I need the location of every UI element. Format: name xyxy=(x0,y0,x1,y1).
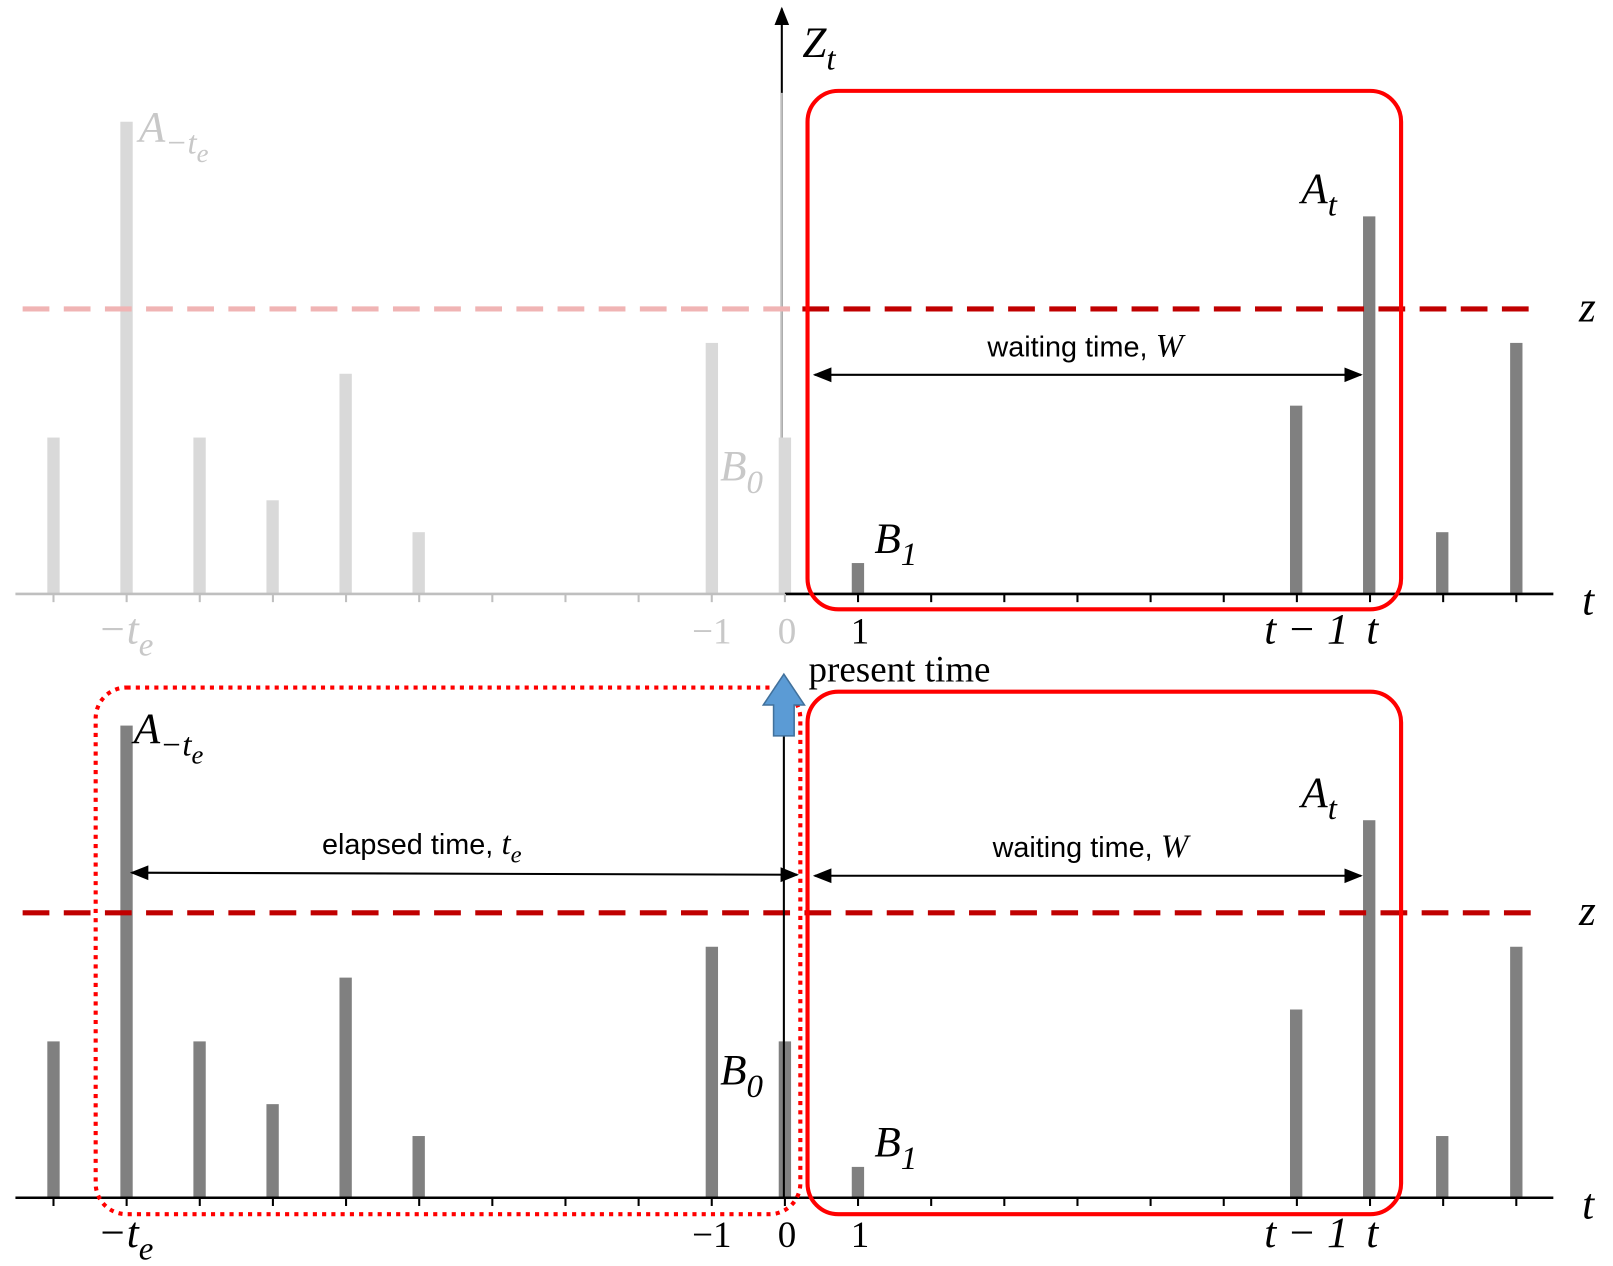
label-sub: t xyxy=(1328,187,1338,223)
bar xyxy=(47,1041,60,1198)
label-main: A xyxy=(131,706,161,753)
label-subsub: e xyxy=(197,138,209,168)
math-label: −te xyxy=(98,606,154,663)
label-main: B xyxy=(874,1120,900,1167)
label-subsub: e xyxy=(191,740,203,770)
math-label: z xyxy=(1578,888,1596,935)
bar xyxy=(266,500,279,594)
label-main: B xyxy=(720,444,746,491)
caption-sub: e xyxy=(511,841,522,868)
math-label: z xyxy=(1578,284,1596,331)
bar xyxy=(412,532,425,594)
tick-label: t − 1 xyxy=(1264,606,1348,653)
math-label: B0 xyxy=(720,1048,763,1105)
caption: waiting time, W xyxy=(992,829,1191,865)
bar xyxy=(1510,946,1523,1198)
waiting-box xyxy=(805,88,1404,612)
label-text: t xyxy=(1582,577,1595,624)
bar xyxy=(1289,405,1303,594)
tick-label: t − 1 xyxy=(1264,1210,1348,1257)
present-arrow xyxy=(761,672,806,737)
label-sub: e xyxy=(139,1231,154,1266)
tick-label: 0 xyxy=(778,1215,797,1256)
bar xyxy=(120,121,133,594)
caption: waiting time, W xyxy=(986,328,1185,364)
math-label: −te xyxy=(98,1210,154,1266)
label-sub: 1 xyxy=(901,1141,917,1177)
present-time: present time xyxy=(809,649,991,690)
bar xyxy=(1436,532,1449,594)
caption-text: elapsed time, xyxy=(322,829,493,861)
caption-text: waiting time, xyxy=(992,832,1153,864)
bar xyxy=(1363,820,1376,1198)
tick-label: t xyxy=(1366,1210,1379,1257)
math-label: A−te xyxy=(136,104,209,168)
caption-text: waiting time, xyxy=(986,331,1147,363)
bar xyxy=(193,1041,206,1198)
label-sub: e xyxy=(139,628,154,664)
bar xyxy=(1363,216,1376,594)
tick-label: 1 xyxy=(851,611,870,652)
math-label: B1 xyxy=(874,516,917,573)
waiting-box xyxy=(805,689,1404,1217)
caption-var: W xyxy=(1161,829,1191,865)
bar xyxy=(339,977,352,1198)
label-text: z xyxy=(1578,284,1596,331)
label-sub: −t xyxy=(165,126,197,162)
bar xyxy=(705,342,719,594)
label-main: A xyxy=(1298,770,1328,817)
math-label: t xyxy=(1582,577,1595,624)
math-label: B0 xyxy=(720,444,763,501)
label-main: −t xyxy=(98,606,140,653)
math-label: A−te xyxy=(131,706,204,770)
bar xyxy=(47,437,60,594)
math-label: B1 xyxy=(874,1120,917,1177)
caption: elapsed time, te xyxy=(322,826,522,868)
math-label: At xyxy=(1298,166,1337,223)
label-main: B xyxy=(874,516,900,563)
bar xyxy=(193,437,206,594)
tick-label: 0 xyxy=(778,611,797,652)
label-main: A xyxy=(1298,166,1328,213)
label-sub: 0 xyxy=(746,465,763,501)
bar xyxy=(851,1166,865,1198)
label-main: Z xyxy=(802,20,827,67)
label-sub: t xyxy=(826,41,836,77)
label-sub: 0 xyxy=(746,1069,763,1105)
label-sub: −t xyxy=(160,727,192,763)
math-label: t xyxy=(1582,1181,1595,1228)
bar xyxy=(412,1136,425,1198)
math-label: Zt xyxy=(802,20,836,77)
bar xyxy=(339,373,352,594)
label-main: B xyxy=(720,1048,746,1095)
caption-var: t xyxy=(501,826,511,862)
label-main: −t xyxy=(98,1210,140,1257)
bar xyxy=(120,725,133,1198)
bar xyxy=(266,1104,279,1198)
bar xyxy=(1510,342,1523,594)
bar xyxy=(778,437,792,594)
math-label: At xyxy=(1298,770,1337,827)
tick-label: t xyxy=(1366,606,1379,653)
label-main: A xyxy=(136,104,166,151)
caption-var: W xyxy=(1156,328,1186,364)
elapsed-arrow xyxy=(129,865,800,883)
bar xyxy=(1289,1009,1303,1198)
tick-label: 1 xyxy=(851,1215,870,1256)
label-sub: t xyxy=(1328,791,1338,827)
label-text: t xyxy=(1582,1181,1595,1228)
bar xyxy=(1436,1136,1449,1198)
label-sub: 1 xyxy=(901,537,917,573)
bar xyxy=(851,563,865,594)
tick-label: −1 xyxy=(692,611,731,652)
bar xyxy=(705,946,719,1198)
tick-label: −1 xyxy=(692,1215,731,1256)
label-text: z xyxy=(1578,888,1596,935)
